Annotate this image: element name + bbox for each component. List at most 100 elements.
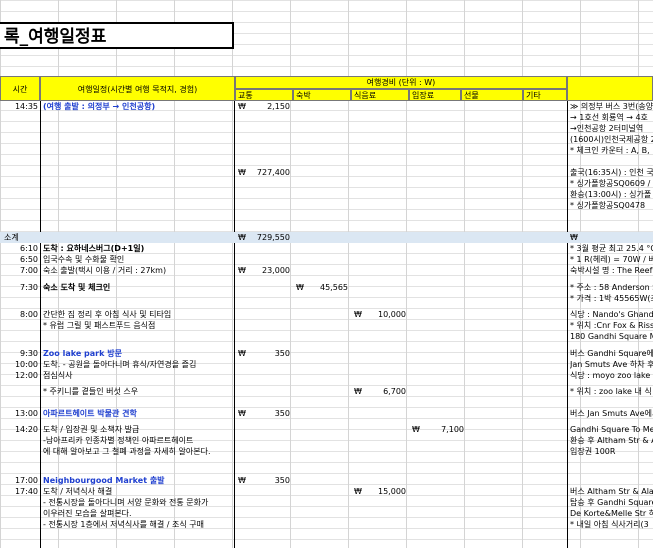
row-amount: 7,100 (441, 425, 464, 434)
header-col-food: 식음료 (351, 89, 409, 101)
row-time: 7:30 (20, 283, 38, 292)
border-line (234, 243, 235, 548)
header-col-other: 기타 (523, 89, 567, 101)
header-col-admission: 입장료 (409, 89, 461, 101)
row-itinerary: 이우러진 모습을 살펴본다. (43, 509, 132, 518)
row-amount: 23,000 (262, 266, 290, 275)
row-won-symbol: ₩ (238, 349, 246, 358)
row-time: 17:00 (14, 476, 38, 485)
subtotal-won-symbol: ₩ (238, 233, 246, 242)
row-time: 17:40 (14, 487, 38, 496)
row-time: 6:10 (20, 244, 38, 253)
row-won-symbol: ₩ (238, 409, 246, 418)
row-won-symbol: ₩ (238, 168, 246, 177)
sheet-title: 록_여행일정표 (0, 22, 234, 49)
row-won-symbol: ₩ (354, 310, 362, 319)
row-itinerary: -남아프리카 인종차별 정책인 아파르트헤이트 (43, 436, 194, 445)
row-note: ≫ 의정부 버스 3번(송양 (570, 102, 653, 111)
row-won-symbol: ₩ (412, 425, 420, 434)
row-amount: 350 (274, 409, 290, 418)
row-note: * 싱가폴항공SQ0478 (570, 201, 646, 210)
row-itinerary: * 유럽 그릴 및 패스트푸드 음식점 (43, 321, 156, 330)
row-note: 버스 Altham Str & Ala (570, 487, 653, 496)
row-itinerary: - 전통시장을 돌아다니며 서양 문화와 전통 문화가 (43, 498, 209, 507)
row-itinerary: 숙소 출발(택시 이용 / 거리 : 27km) (43, 266, 167, 275)
row-note: * 체크인 카운터 : A, B, (570, 146, 650, 155)
row-note: Jan Smuts Ave 하차 후 (570, 360, 653, 369)
row-amount: 15,000 (378, 487, 406, 496)
row-won-symbol: ₩ (354, 487, 362, 496)
row-note: * 싱가폴항공SQ0609 / 2 (570, 179, 653, 188)
row-note: (1600시)인천국제공항 2 (570, 135, 653, 144)
border-line (40, 243, 41, 548)
row-won-symbol: ₩ (238, 476, 246, 485)
border-line (567, 243, 568, 548)
row-won-symbol: ₩ (354, 387, 362, 396)
row-amount: 2,150 (267, 102, 290, 111)
row-itinerary: (여행 출발 : 의정부 → 인천공항) (43, 102, 156, 111)
row-note: * 위치 : zoo lake 내 식 (570, 387, 652, 396)
row-note: 숙박시설 명 : The Reef (570, 266, 653, 275)
row-itinerary: * 주키니를 곁들인 버섯 스우 (43, 387, 139, 396)
row-amount: 350 (274, 476, 290, 485)
row-note: * 위치 :Cnr Fox & Rissi (570, 321, 653, 330)
row-amount: 350 (274, 349, 290, 358)
row-time: 12:00 (14, 371, 38, 380)
header-col-lodging: 숙박 (293, 89, 351, 101)
row-note: 환승(13:00시) : 싱가폴 - (570, 190, 653, 199)
row-won-symbol: ₩ (296, 283, 304, 292)
row-note: 식당 : Nando's Ghandi (570, 310, 653, 319)
row-time: 10:00 (14, 360, 38, 369)
row-time: 6:50 (20, 255, 38, 264)
row-amount: 6,700 (383, 387, 406, 396)
row-itinerary: 도착 / 저녁식사 해결 (43, 487, 113, 496)
row-time: 9:30 (20, 349, 38, 358)
row-amount: 10,000 (378, 310, 406, 319)
row-note: 버스 Gandhi Square에서 (570, 349, 653, 358)
row-time: 14:20 (14, 425, 38, 434)
row-note: * 1 R(헤레) = 70W / 버스 (570, 255, 653, 264)
row-itinerary: 간단한 짐 정리 후 아침 식사 및 티타임 (43, 310, 172, 319)
subtotal-label: 소계 (4, 233, 19, 242)
row-note: 탑승 후 Gandhi Square (570, 498, 653, 507)
subtotal-row (0, 232, 653, 243)
row-note: 180 Gandhi Square M (570, 332, 653, 341)
border-line (567, 101, 568, 232)
row-note: 버스 Jan Smuts Ave에서 (570, 409, 653, 418)
row-itinerary: 도착 : 요하네스버그(D+1일) (43, 244, 145, 253)
row-note: 출국(16:35시) : 인천 국지 (570, 168, 653, 177)
row-itinerary: 점심식사 (43, 371, 73, 380)
row-itinerary: Zoo lake park 방문 (43, 349, 122, 358)
row-time: 7:00 (20, 266, 38, 275)
row-note: * 내일 아침 식사거리(3 (570, 520, 649, 529)
border-line (40, 101, 41, 232)
row-won-symbol: ₩ (238, 266, 246, 275)
row-note: → 1호선 회룡역 → 4호 (570, 113, 648, 122)
row-note: * 3월 평균 최고 25.4 °C (570, 244, 653, 253)
row-amount: 45,565 (320, 283, 348, 292)
row-won-symbol: ₩ (238, 102, 246, 111)
row-amount: 727,400 (256, 168, 290, 177)
row-itinerary: - 전통시장 1층에서 저녁식사를 해결 / 조식 구매 (43, 520, 204, 529)
row-note: 환승 후 Altham Str & A (570, 436, 653, 445)
row-note: * 가격 : 1박 45565W(조 (570, 294, 653, 303)
header-expense-group: 여행경비 (단위 : W) (235, 76, 567, 89)
row-note: 입장권 100R (570, 447, 616, 456)
row-itinerary: 에 대해 알아보고 그 철폐 과정을 자세히 알아본다. (43, 447, 211, 456)
row-note: Gandhi Square To Mer (570, 425, 653, 434)
row-itinerary: 숙소 도착 및 체크인 (43, 283, 111, 292)
row-itinerary: 도착. - 공원을 돌아다니며 휴식/자연경을 즐김 (43, 360, 197, 369)
header-itinerary: 여행일정(시간별 여행 목적지, 경험) (40, 76, 235, 101)
row-note: 식당 : moyo zoo lake (570, 371, 651, 380)
border-line (234, 101, 235, 232)
row-itinerary: Neighbourgood Market 출발 (43, 476, 165, 485)
header-col-gift: 선물 (461, 89, 523, 101)
header-time: 시간 (0, 76, 40, 101)
row-itinerary: 아파르트헤이트 박물관 견학 (43, 409, 137, 418)
header-notes (567, 76, 653, 101)
row-itinerary: 입국수속 및 수화물 확인 (43, 255, 125, 264)
subtotal-right-won: ₩ (570, 233, 578, 242)
row-note: * 주소 : 58 Anderson S (570, 283, 653, 292)
row-time: 14:35 (14, 102, 38, 111)
row-itinerary: 도착 / 입장권 및 소책자 발급 (43, 425, 140, 434)
